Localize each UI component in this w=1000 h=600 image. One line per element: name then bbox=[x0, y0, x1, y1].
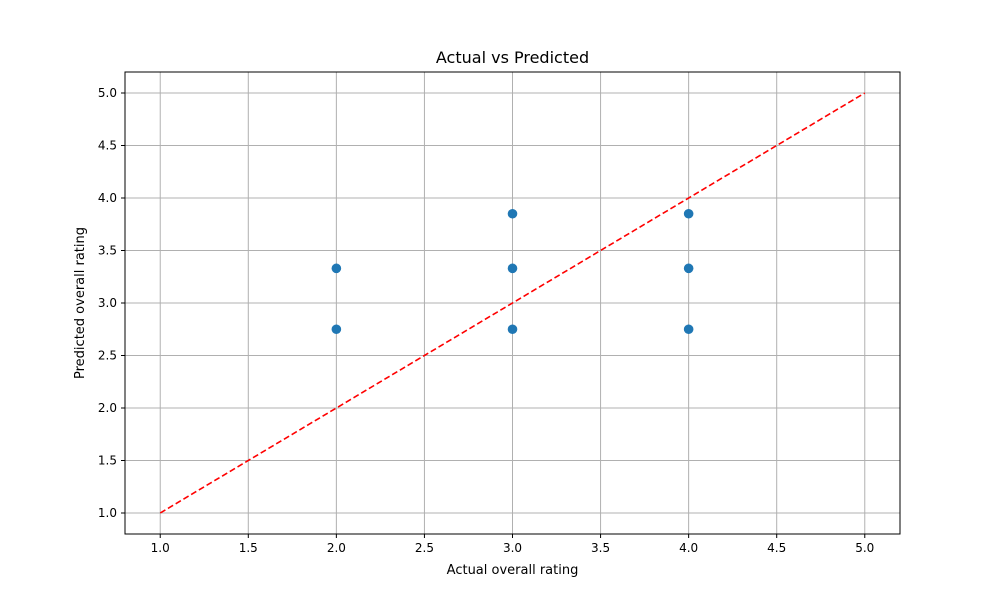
y-tick-label: 5.0 bbox=[98, 86, 117, 100]
x-tick-label: 1.0 bbox=[151, 541, 170, 555]
data-point bbox=[507, 324, 518, 335]
y-tick-label: 3.5 bbox=[98, 244, 117, 258]
data-point bbox=[507, 263, 518, 274]
y-tick-label: 2.0 bbox=[98, 401, 117, 415]
reference-line-layer bbox=[159, 92, 866, 514]
y-tick-label: 4.5 bbox=[98, 139, 117, 153]
y-tick-label: 2.5 bbox=[98, 349, 117, 363]
x-tick-label: 2.5 bbox=[415, 541, 434, 555]
y-tick-label: 1.5 bbox=[98, 454, 117, 468]
x-tick-label: 5.0 bbox=[855, 541, 874, 555]
x-tick-label: 4.0 bbox=[679, 541, 698, 555]
data-point bbox=[683, 208, 694, 219]
x-tick-label: 4.5 bbox=[767, 541, 786, 555]
x-axis: 1.0 1.5 2.0 2.5 3.0 3.5 4.0 4.5 5.0 bbox=[151, 534, 874, 555]
points-layer bbox=[331, 208, 694, 335]
data-point bbox=[331, 324, 342, 335]
chart-title: Actual vs Predicted bbox=[436, 48, 589, 67]
reference-line bbox=[159, 92, 866, 514]
x-axis-title: Actual overall rating bbox=[447, 563, 579, 578]
y-tick-label: 4.0 bbox=[98, 191, 117, 205]
y-tick-label: 3.0 bbox=[98, 296, 117, 310]
x-tick-label: 1.5 bbox=[239, 541, 258, 555]
x-tick-label: 3.5 bbox=[591, 541, 610, 555]
x-tick-label: 2.0 bbox=[327, 541, 346, 555]
y-axis: 1.0 1.5 2.0 2.5 3.0 3.5 4.0 4.5 5.0 bbox=[98, 86, 125, 520]
data-point bbox=[683, 324, 694, 335]
data-point bbox=[683, 263, 694, 274]
x-tick-label: 3.0 bbox=[503, 541, 522, 555]
y-tick-label: 1.0 bbox=[98, 506, 117, 520]
y-axis-title: Predicted overall rating bbox=[73, 227, 88, 379]
data-point bbox=[331, 263, 342, 274]
data-point bbox=[507, 208, 518, 219]
